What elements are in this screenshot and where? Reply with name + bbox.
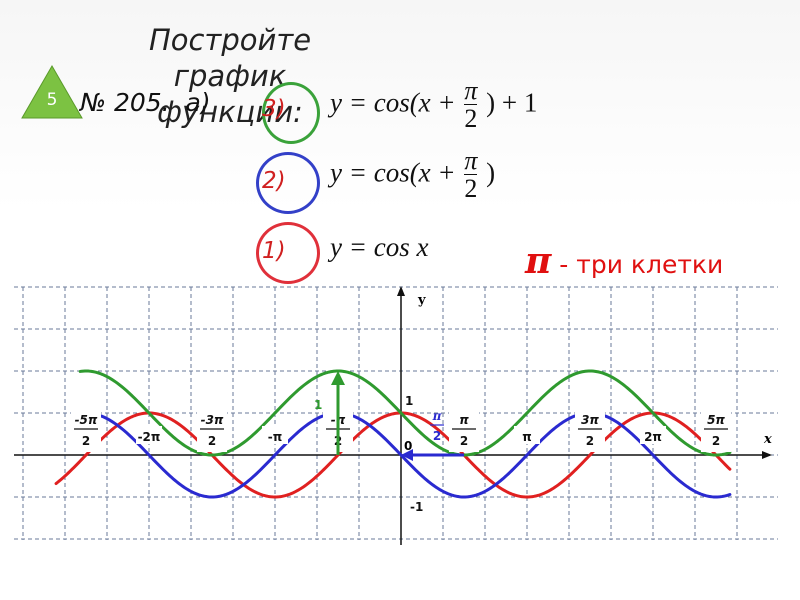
formula-3-number: 3) (262, 96, 286, 122)
formula-1: y = cos x (330, 232, 428, 263)
series-curve-1 (54, 411, 732, 499)
origin-label: 0 (404, 439, 412, 453)
tick-label-bg (70, 408, 101, 452)
y-tick-label: 1 (405, 394, 413, 408)
pi-note: π - три клетки (525, 240, 723, 282)
x-tick-num: -3π (201, 413, 224, 427)
formula-1-circle (256, 222, 320, 284)
formula-2-suffix: ) (486, 157, 496, 188)
tick-label-bg (639, 426, 666, 444)
x-tick-num: 3π (581, 413, 599, 427)
formula-2-frac-num: π (464, 146, 478, 175)
pi-note-text: - три клетки (551, 250, 724, 279)
x-tick-den: 2 (460, 434, 468, 448)
x-tick-den: 2 (586, 434, 594, 448)
series-curve-3 (78, 369, 732, 457)
formula-2-prefix: y = cos(x + (330, 157, 456, 188)
formula-2-fraction: π 2 (464, 146, 478, 203)
formula-1-number: 1) (262, 238, 286, 264)
tick-label-bg (449, 408, 480, 452)
formula-2-number: 2) (262, 168, 286, 194)
x-tick-label: π (522, 430, 532, 444)
vertical-shift-arrowhead (330, 371, 345, 385)
x-tick-den: 2 (712, 434, 720, 448)
vertical-shift-label: 1 (314, 398, 322, 412)
slide-number-badge: 5 (20, 64, 84, 120)
series-curve-2 (78, 411, 732, 499)
x-tick-label: -π (268, 430, 282, 444)
tick-label-bg (261, 426, 288, 444)
formula-2-circle (256, 152, 320, 214)
x-tick-label: 2π (644, 430, 662, 444)
slide-number: 5 (46, 90, 58, 110)
tick-label-bg (514, 426, 541, 444)
horizontal-shift-den: 2 (433, 429, 441, 443)
x-tick-label: -2π (138, 430, 161, 444)
triangle-icon (21, 64, 83, 119)
x-tick-den: 2 (208, 434, 216, 448)
problem-number: № 205. а) (80, 88, 211, 117)
horizontal-shift-arrowhead (401, 449, 413, 461)
y-axis-label: y (417, 293, 426, 308)
formula-3: y = cos(x + π 2 ) + 1 (330, 78, 537, 133)
x-tick-den: 2 (82, 434, 90, 448)
y-axis-arrow (397, 286, 405, 296)
x-tick-num: -5π (75, 413, 98, 427)
tick-label-bg (197, 408, 228, 452)
formula-2: y = cos(x + π 2 ) (330, 148, 495, 203)
x-tick-num: 5π (707, 413, 725, 427)
formula-3-frac-den: 2 (464, 104, 478, 133)
formula-3-suffix: ) + 1 (486, 87, 538, 118)
formula-3-prefix: y = cos(x + (330, 87, 456, 118)
horizontal-shift-num: π (432, 409, 442, 423)
formula-3-fraction: π 2 (464, 76, 478, 133)
formula-2-frac-den: 2 (464, 174, 478, 203)
tick-label-bg (701, 408, 732, 452)
tick-label-bg (574, 408, 605, 452)
x-axis-label: x (763, 432, 772, 447)
formula-3-circle (262, 82, 320, 144)
x-tick-num: π (459, 413, 469, 427)
formula-3-frac-num: π (464, 76, 478, 105)
pi-symbol: π (525, 240, 552, 282)
x-axis-arrow (762, 451, 772, 459)
formula-1-prefix: y = cos x (330, 232, 429, 262)
y-tick-label: -1 (410, 500, 423, 514)
tick-label-bg (136, 426, 163, 444)
